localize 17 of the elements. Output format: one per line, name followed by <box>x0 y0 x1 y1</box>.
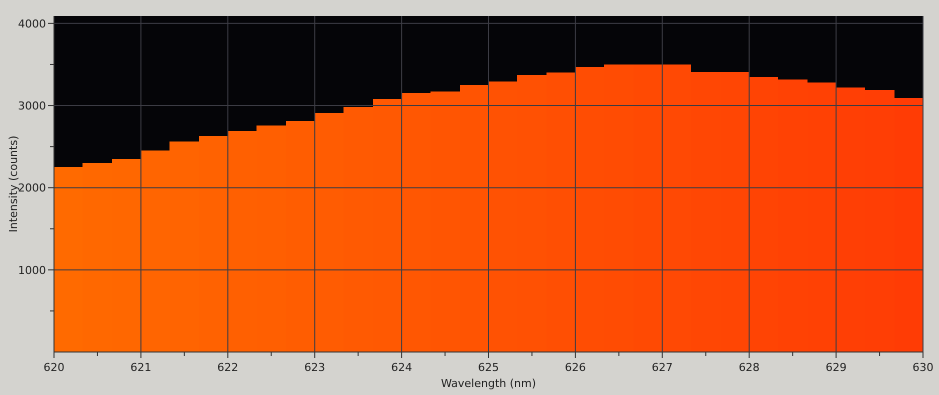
x-tick-label: 624 <box>391 361 412 374</box>
y-tick-label: 3000 <box>18 100 46 113</box>
y-axis-title: Intensity (counts) <box>7 136 20 232</box>
x-tick-label: 621 <box>130 361 152 374</box>
x-axis-title: Wavelength (nm) <box>440 377 536 390</box>
y-tick-label: 2000 <box>18 182 46 195</box>
y-tick-label: 1000 <box>18 264 46 277</box>
x-tick-label: 626 <box>564 361 586 374</box>
x-tick-label: 630 <box>912 361 934 374</box>
x-tick-label: 628 <box>738 361 760 374</box>
x-tick-label: 623 <box>304 361 326 374</box>
x-tick-label: 622 <box>217 361 238 374</box>
x-tick-label: 627 <box>652 361 673 374</box>
x-tick-label: 620 <box>44 361 64 374</box>
x-tick-label: 629 <box>826 361 847 374</box>
x-tick-label: 625 <box>478 361 499 374</box>
y-tick-label: 4000 <box>18 17 46 30</box>
